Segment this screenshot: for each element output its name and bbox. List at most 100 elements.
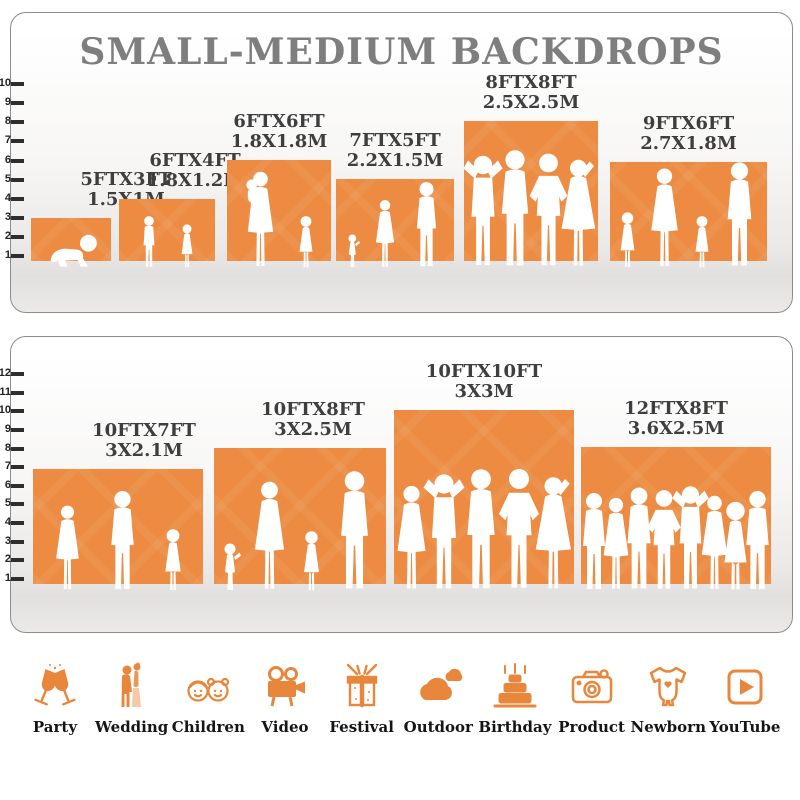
festival-icon [337, 660, 387, 712]
axis-tick [11, 120, 24, 125]
woman-silhouette [255, 481, 285, 589]
man-silhouette [728, 162, 752, 266]
girl-silhouette [620, 212, 634, 268]
woman-silhouette [397, 485, 426, 589]
man-arms-up-silhouette [423, 474, 465, 589]
axis-tick-label: 9 [4, 422, 11, 435]
axis-tick [11, 577, 24, 581]
axis-tick-label: 4 [4, 516, 11, 529]
woman-silhouette [651, 168, 678, 266]
category-label: Children [171, 718, 245, 736]
backdrop-size-m-label: 1.8X1.8M [230, 131, 328, 152]
category-label: Wedding [95, 718, 169, 736]
axis-tick [11, 539, 24, 544]
page-title: SMALL-MEDIUM BACKDROPS [79, 31, 724, 73]
axis-tick-label: 10 [0, 77, 11, 90]
backdrop-size-ft-label: 10FTX10FT [425, 361, 543, 382]
people-silhouettes [336, 181, 454, 269]
axis-tick [11, 502, 24, 507]
category-newborn: Newborn [631, 660, 706, 736]
girl-silhouette [303, 531, 319, 591]
man-silhouette [111, 491, 134, 589]
axis-tick-label: 2 [4, 553, 11, 566]
category-icon-row: Party Wedding Children Video Festival Outdoor… [22, 660, 781, 736]
man-silhouette [416, 182, 436, 267]
backdrop-rect: 6FTX6FT 1.8X1.8M [227, 112, 331, 268]
axis-tick-label: 12 [0, 366, 11, 379]
backdrop-10ftx7ft: 10FTX7FT 3X2.1M [33, 421, 203, 591]
toddler-silhouette [224, 543, 241, 590]
backdrop-size-ft-label: 12FTX8FT [624, 398, 728, 419]
backdrop-7ftx5ft: 7FTX5FT 2.2X1.5M [336, 131, 454, 268]
man-silhouette [627, 487, 651, 589]
backdrop-size-m-label: 3X2.5M [274, 419, 352, 440]
boy-silhouette [143, 216, 155, 267]
backdrop-size-m-label: 3X3M [454, 381, 514, 402]
axis-tick [11, 558, 24, 563]
category-party: Party [22, 660, 88, 736]
category-wedding: Wedding [95, 660, 168, 736]
backdrop-12ftx8ft: 12FTX8FT 3.6X2.5M [581, 399, 771, 590]
backdrop-size-ft-label: 10FTX8FT [261, 399, 365, 420]
axis-tick-label: 6 [4, 153, 11, 166]
axis-tick-label: 11 [0, 385, 11, 398]
category-label: Festival [329, 718, 394, 736]
girl-silhouette [299, 216, 313, 268]
backdrop-rect: 7FTX5FT 2.2X1.5M [336, 131, 454, 268]
axis-tick-label: 1 [4, 572, 11, 584]
newborn-icon [643, 660, 693, 712]
people-silhouettes [119, 215, 215, 269]
backdrop-size-m-label: 1.8X1.2M [146, 170, 244, 191]
product-icon [567, 660, 617, 712]
category-festival: Festival [329, 660, 395, 736]
axis-tick [11, 427, 24, 432]
backdrop-5ftx3ft: 5FTX3FT1.5X1M [31, 170, 172, 267]
backdrop-rect: 6FTX4FT 1.8X1.2M [119, 151, 243, 268]
backdrop-size-label: 10FTX7FT 3X2.1M [92, 421, 196, 461]
girl-silhouette [165, 529, 181, 591]
man-silhouette [583, 493, 606, 589]
backdrop-size-m-label: 2.5X2.5M [482, 92, 580, 113]
axis-tick-label: 5 [4, 172, 11, 185]
backdrop-rect: 10FTX10FT 3X3M [394, 362, 574, 589]
backdrop-size-ft-label: 6FTX4FT [149, 150, 241, 171]
category-outdoor: Outdoor [403, 660, 473, 736]
man-hands-on-hips-silhouette [529, 153, 568, 266]
category-label: Newborn [630, 718, 706, 736]
axis-tick [11, 215, 24, 220]
axis-tick [11, 234, 24, 239]
axis-tick-label: 8 [4, 441, 11, 454]
woman-silhouette [56, 505, 79, 590]
children-icon [183, 660, 233, 712]
backdrop-size-label: 7FTX5FT 2.2X1.5M [347, 131, 444, 171]
man-silhouette [501, 150, 529, 266]
category-product: Product [558, 660, 625, 736]
axis-tick-label: 5 [4, 497, 11, 510]
size-chart-panel-small-medium: SMALL-MEDIUM BACKDROPS 1 2 3 4 5 6 7 8 9 10 5FTX3F… [0, 12, 793, 313]
people-silhouettes [214, 470, 386, 592]
woman-posing-silhouette [535, 477, 572, 589]
backdrop-rect: 10FTX8FT 3X2.5M [214, 400, 386, 591]
category-label: Video [261, 718, 309, 736]
axis-tick [11, 371, 24, 376]
backdrop-size-label: 9FTX6FT 2.7X1.8M [640, 114, 737, 154]
backdrop-size-ft-label: 6FTX6FT [233, 111, 325, 132]
video-icon [260, 660, 310, 712]
axis-tick-label: 7 [4, 460, 11, 473]
category-label: Outdoor [403, 718, 473, 736]
size-chart-panel-medium-large: 1 2 3 4 5 6 7 8 9 10 11 12 10FTX7FT 3X2.1M 10FTX8FT 3X2… [0, 336, 793, 633]
crawling-baby-silhouette [50, 234, 97, 267]
category-label: Birthday [478, 718, 552, 736]
people-silhouettes [33, 490, 203, 592]
axis-tick [11, 82, 24, 87]
backdrop-6ftx4ft: 6FTX4FT 1.8X1.2M [119, 151, 243, 268]
category-label: YouTube [709, 718, 781, 736]
axis-tick [11, 177, 24, 182]
backdrop-rect: 8FTX8FT 2.5X2.5M [463, 73, 598, 266]
backdrop-size-label: 8FTX8FT 2.5X2.5M [483, 73, 580, 113]
backdrop-10ftx8ft: 10FTX8FT 3X2.5M [214, 400, 386, 591]
backdrop-size-ft-label: 8FTX8FT [485, 72, 577, 93]
backdrop-rect: 12FTX8FT 3.6X2.5M [581, 399, 771, 590]
woman-silhouette [603, 497, 629, 589]
people-silhouettes [610, 161, 767, 269]
